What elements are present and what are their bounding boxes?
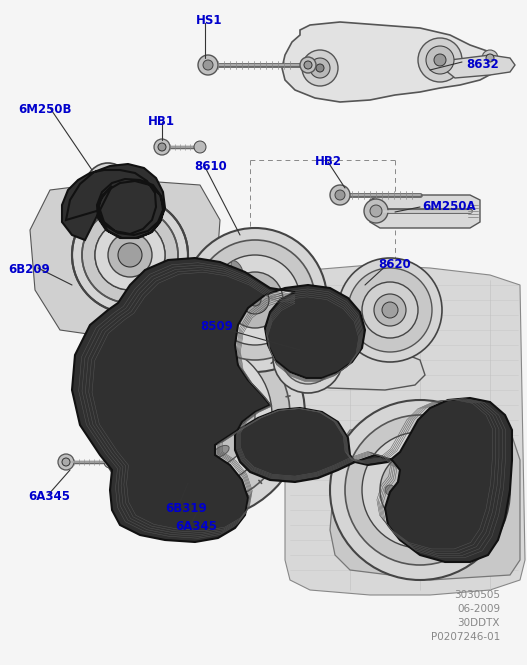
Text: 3030505: 3030505 bbox=[454, 590, 500, 600]
Circle shape bbox=[330, 185, 350, 205]
Ellipse shape bbox=[267, 323, 279, 339]
Circle shape bbox=[434, 54, 446, 66]
Circle shape bbox=[249, 294, 261, 306]
Circle shape bbox=[370, 205, 382, 217]
Ellipse shape bbox=[231, 261, 243, 277]
Circle shape bbox=[118, 243, 142, 267]
Circle shape bbox=[104, 181, 112, 189]
Circle shape bbox=[304, 354, 312, 362]
Circle shape bbox=[310, 58, 330, 78]
Polygon shape bbox=[282, 22, 500, 102]
Text: 8620: 8620 bbox=[378, 258, 411, 271]
Polygon shape bbox=[370, 195, 480, 228]
Circle shape bbox=[203, 60, 213, 70]
Circle shape bbox=[192, 407, 208, 423]
Ellipse shape bbox=[171, 446, 187, 458]
Circle shape bbox=[408, 478, 432, 502]
Circle shape bbox=[364, 199, 388, 223]
Circle shape bbox=[345, 415, 495, 565]
Text: HS1: HS1 bbox=[196, 14, 222, 27]
Circle shape bbox=[486, 54, 494, 62]
Circle shape bbox=[95, 220, 165, 290]
Circle shape bbox=[108, 233, 152, 277]
Text: 6M250B: 6M250B bbox=[18, 103, 72, 116]
Circle shape bbox=[304, 61, 312, 69]
Text: 6A345: 6A345 bbox=[28, 490, 70, 503]
Text: 8610: 8610 bbox=[194, 160, 227, 173]
Circle shape bbox=[418, 38, 462, 82]
Circle shape bbox=[396, 466, 444, 514]
Text: 6A345: 6A345 bbox=[175, 520, 217, 533]
Circle shape bbox=[95, 310, 305, 520]
Text: 30DDTX: 30DDTX bbox=[457, 618, 500, 628]
Circle shape bbox=[86, 163, 130, 207]
Circle shape bbox=[180, 474, 188, 482]
Circle shape bbox=[362, 282, 418, 338]
Circle shape bbox=[300, 350, 316, 366]
Ellipse shape bbox=[213, 372, 229, 384]
Circle shape bbox=[182, 397, 218, 433]
Ellipse shape bbox=[238, 406, 247, 424]
Circle shape bbox=[93, 170, 123, 200]
Circle shape bbox=[198, 55, 218, 75]
Circle shape bbox=[374, 294, 406, 326]
Circle shape bbox=[72, 197, 188, 313]
Circle shape bbox=[241, 286, 269, 314]
Circle shape bbox=[293, 343, 323, 373]
Text: P0207246-01: P0207246-01 bbox=[431, 632, 500, 642]
Circle shape bbox=[385, 485, 395, 495]
Circle shape bbox=[348, 268, 432, 352]
Polygon shape bbox=[285, 265, 525, 595]
Circle shape bbox=[62, 458, 70, 466]
Text: ▌▌: ▌▌ bbox=[304, 356, 317, 364]
Text: 6M250A: 6M250A bbox=[422, 200, 476, 213]
Circle shape bbox=[183, 228, 327, 372]
Circle shape bbox=[100, 177, 116, 193]
Text: 6B319: 6B319 bbox=[165, 502, 207, 515]
Text: HB2: HB2 bbox=[315, 155, 342, 168]
Circle shape bbox=[302, 50, 338, 86]
Ellipse shape bbox=[153, 406, 162, 424]
Circle shape bbox=[227, 272, 283, 328]
Circle shape bbox=[482, 50, 498, 66]
Circle shape bbox=[338, 258, 442, 362]
Circle shape bbox=[58, 454, 74, 470]
Circle shape bbox=[210, 255, 300, 345]
Polygon shape bbox=[72, 258, 512, 562]
Circle shape bbox=[273, 323, 343, 393]
Circle shape bbox=[110, 325, 290, 505]
Circle shape bbox=[400, 459, 410, 469]
Circle shape bbox=[108, 233, 152, 277]
Circle shape bbox=[335, 190, 345, 200]
Circle shape bbox=[82, 207, 178, 303]
Text: ALT: ALT bbox=[94, 251, 106, 259]
Polygon shape bbox=[445, 55, 515, 78]
Circle shape bbox=[430, 511, 440, 521]
Circle shape bbox=[195, 240, 315, 360]
Text: 8632: 8632 bbox=[466, 58, 499, 71]
Circle shape bbox=[330, 400, 510, 580]
Text: HB1: HB1 bbox=[148, 115, 175, 128]
Circle shape bbox=[145, 360, 255, 470]
Polygon shape bbox=[30, 180, 220, 340]
Polygon shape bbox=[245, 330, 425, 390]
Circle shape bbox=[191, 490, 207, 506]
Text: 06-2009: 06-2009 bbox=[457, 604, 500, 614]
Ellipse shape bbox=[213, 446, 229, 458]
Circle shape bbox=[125, 250, 135, 260]
Circle shape bbox=[445, 485, 455, 495]
Circle shape bbox=[300, 57, 316, 73]
Text: 8509: 8509 bbox=[200, 320, 233, 333]
Circle shape bbox=[168, 383, 232, 447]
Circle shape bbox=[282, 332, 334, 384]
Circle shape bbox=[128, 343, 272, 487]
Circle shape bbox=[176, 470, 192, 486]
Circle shape bbox=[316, 64, 324, 72]
Circle shape bbox=[194, 141, 206, 153]
Circle shape bbox=[104, 456, 116, 468]
Circle shape bbox=[118, 243, 142, 267]
Polygon shape bbox=[62, 164, 165, 240]
Circle shape bbox=[380, 450, 460, 530]
Circle shape bbox=[221, 472, 233, 484]
